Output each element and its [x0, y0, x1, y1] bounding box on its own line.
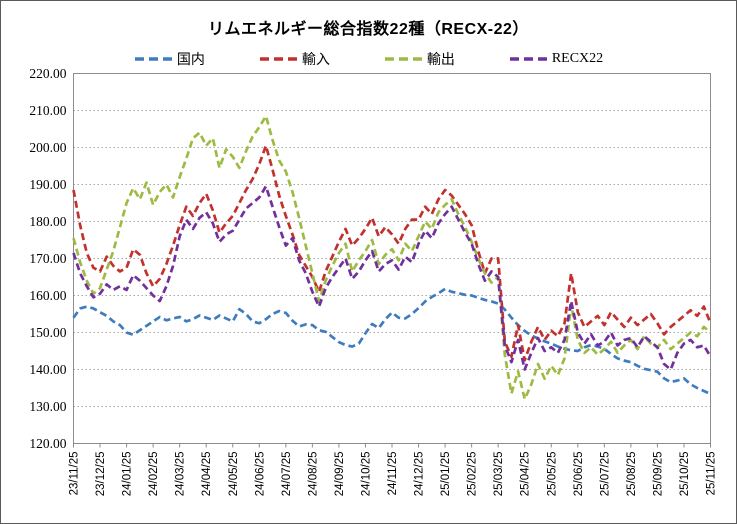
y-axis-label: 160.00 [29, 288, 66, 303]
legend-item-recx22: RECX22 [509, 51, 603, 67]
series-line-domestic [72, 287, 712, 396]
x-axis-label: 24/11/25 [387, 452, 399, 496]
x-axis-label: 25/03/25 [493, 452, 505, 497]
x-axis-label: 25/04/25 [520, 452, 532, 497]
x-axis-label: 25/06/25 [573, 452, 585, 497]
x-axis-label: 24/05/25 [228, 452, 240, 497]
x-axis-label: 24/07/25 [281, 452, 293, 497]
legend-swatch-domestic [134, 57, 173, 61]
series-line-import [72, 144, 712, 362]
chart-title: リムエネルギー総合指数22種（RECX-22） [208, 21, 529, 38]
x-axis-label: 25/05/25 [546, 452, 558, 497]
legend-label-export: 輸出 [426, 53, 455, 68]
x-axis-label: 24/01/25 [122, 452, 134, 497]
chart-legend: 国内 輸入 輸出 RECX22 [1, 49, 736, 69]
x-axis-label: 25/09/25 [652, 452, 664, 497]
x-axis-label: 24/03/25 [175, 452, 187, 497]
x-axis-label: 24/04/25 [201, 452, 213, 497]
x-axis-label: 23/12/25 [95, 452, 107, 497]
y-axis-label: 120.00 [29, 436, 66, 451]
y-axis-label: 220.00 [29, 66, 66, 81]
legend-swatch-import [259, 57, 298, 61]
y-axis-label: 200.00 [29, 140, 66, 155]
x-axis-label: 24/02/25 [148, 452, 160, 497]
y-axis-label: 180.00 [29, 214, 66, 229]
legend-item-import: 輸入 [259, 49, 330, 69]
y-axis-label: 210.00 [29, 103, 66, 118]
x-axis-label: 25/10/25 [679, 452, 691, 497]
x-axis-label: 25/07/25 [599, 452, 611, 497]
y-axis-label: 130.00 [29, 399, 66, 414]
x-axis-label: 24/12/25 [414, 452, 426, 497]
x-axis-label: 25/11/25 [706, 452, 718, 496]
legend-label-recx22: RECX22 [551, 51, 604, 66]
x-axis-label: 25/08/25 [626, 452, 638, 497]
x-axis-label: 25/01/25 [440, 452, 452, 497]
x-axis-label: 25/02/25 [467, 452, 479, 497]
legend-swatch-recx22 [509, 57, 548, 61]
legend-label-domestic: 国内 [176, 53, 205, 68]
legend-swatch-export [384, 57, 423, 61]
y-axis-label: 140.00 [29, 362, 66, 377]
y-axis-label: 150.00 [29, 325, 66, 340]
legend-item-export: 輸出 [384, 49, 455, 69]
legend-item-domestic: 国内 [134, 49, 205, 69]
y-axis-label: 170.00 [29, 251, 66, 266]
legend-label-import: 輸入 [301, 53, 330, 68]
y-axis-label: 190.00 [29, 177, 66, 192]
series-line-recx22 [72, 185, 712, 371]
series-line-export [72, 114, 712, 401]
x-axis-label: 24/09/25 [334, 452, 346, 497]
x-axis-label: 24/10/25 [360, 452, 372, 497]
x-axis-label: 23/11/25 [69, 452, 81, 496]
x-axis-label: 24/06/25 [254, 452, 266, 497]
x-axis-label: 24/08/25 [307, 452, 319, 497]
